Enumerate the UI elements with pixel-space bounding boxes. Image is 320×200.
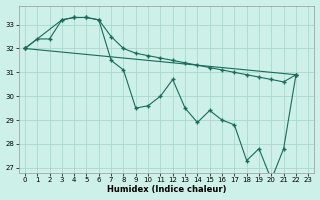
X-axis label: Humidex (Indice chaleur): Humidex (Indice chaleur) — [107, 185, 226, 194]
